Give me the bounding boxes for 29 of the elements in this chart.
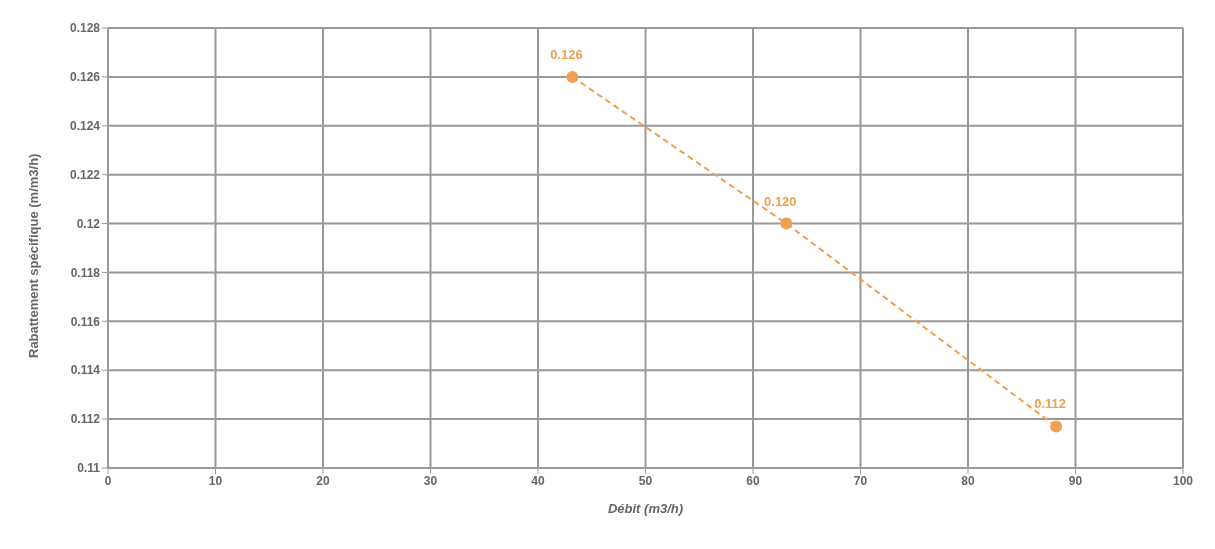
y-axis-title: Rabattement spécifique (m/m3/h) [25, 153, 41, 358]
x-tick-label: 70 [853, 473, 868, 488]
x-tick-label: 80 [961, 473, 975, 488]
x-tick-label: 10 [208, 473, 223, 488]
point [1050, 420, 1063, 433]
x-tick-label: 100 [1172, 473, 1194, 488]
y-tick-label: 0.12 [76, 216, 101, 231]
point [566, 70, 579, 83]
x-tick-label: 30 [423, 473, 438, 488]
y-tick-label: 0.124 [69, 119, 101, 134]
y-tick-label: 0.112 [70, 412, 101, 427]
x-tick-label: 60 [746, 473, 760, 488]
point [780, 217, 793, 230]
x-axis-title: Débit (m3/h) [607, 501, 684, 516]
x-tick-label: 40 [531, 473, 545, 488]
y-tick-label: 0.128 [69, 21, 101, 36]
y-tick-label: 0.11 [77, 461, 101, 476]
x-tick-label: 90 [1068, 473, 1083, 488]
data-label: 0.120 [764, 193, 797, 209]
y-tick-label: 0.118 [70, 265, 101, 280]
y-tick-label: 0.122 [69, 167, 101, 182]
data-label: 0.126 [550, 46, 583, 62]
data-label: 0.112 [1034, 396, 1067, 412]
x-tick-label: 20 [316, 473, 330, 488]
y-tick-label: 0.126 [69, 70, 101, 85]
x-tick-label: 0 [104, 473, 112, 488]
y-tick-label: 0.114 [70, 363, 101, 378]
x-tick-label: 50 [638, 473, 653, 488]
y-tick-label: 0.116 [70, 314, 101, 329]
